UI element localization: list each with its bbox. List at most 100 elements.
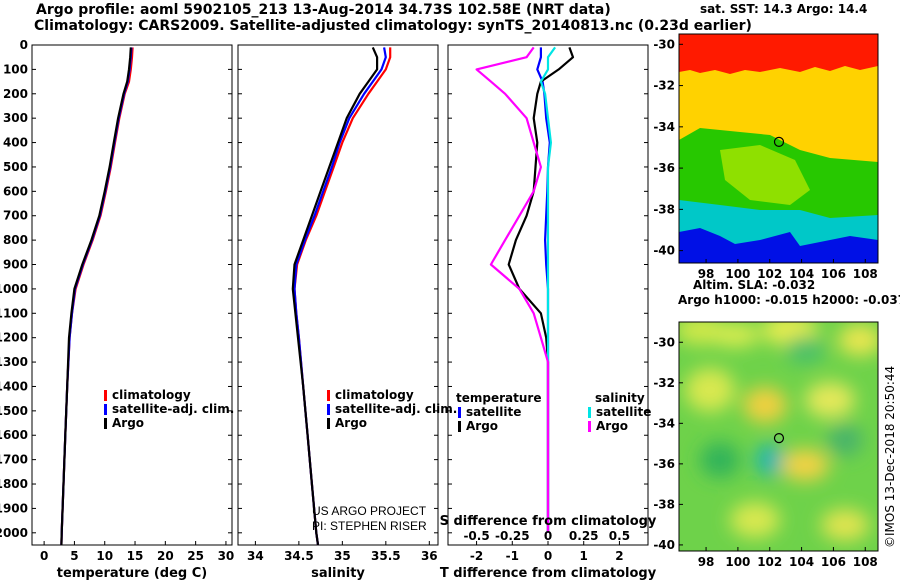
legend-swatch <box>327 390 330 401</box>
sst-map-frame <box>678 33 879 264</box>
depth-tick-label: 200 <box>3 87 28 101</box>
depth-tick-label: 100 <box>3 62 28 76</box>
series-line-satellite-adj-clim- <box>293 47 387 546</box>
depth-tick-label: 1900 <box>0 501 28 515</box>
lat-tick-label: -36 <box>653 457 675 471</box>
x-tick-label: 1 <box>580 549 588 563</box>
lat-tick-label: -34 <box>653 416 675 430</box>
lat-tick-label: -30 <box>653 37 675 51</box>
lon-tick-label: 108 <box>853 555 878 569</box>
x-tick-label: 20 <box>157 549 174 563</box>
x-tick-label: 34.5 <box>284 549 314 563</box>
legend-label: satellite <box>596 405 651 419</box>
legend-swatch <box>327 404 330 415</box>
lat-tick-label: -34 <box>653 120 675 134</box>
lon-tick-label: 108 <box>853 267 878 281</box>
lon-tick-label: 106 <box>821 555 846 569</box>
x-axis-label-difference: T difference from climatology <box>440 566 657 580</box>
legend-temperature-title: temperature <box>456 391 541 405</box>
legend-label: Argo <box>466 419 498 433</box>
chart-title: Argo profile: aoml 5902105_213 13-Aug-20… <box>36 2 611 18</box>
depth-tick-label: 1000 <box>0 282 28 296</box>
depth-tick-label: 600 <box>3 184 28 198</box>
lat-tick-label: -40 <box>653 244 675 258</box>
sst-map <box>679 34 878 263</box>
x-tick-label: 34 <box>247 549 264 563</box>
depth-tick-label: 1800 <box>0 477 28 491</box>
s-tick-label: 0.5 <box>609 529 630 543</box>
legend-swatch <box>458 421 461 432</box>
x-axis-label-salinity: salinity <box>311 566 365 580</box>
lon-tick-label: 100 <box>725 555 750 569</box>
series-line-satellite-adj-clim- <box>60 47 133 546</box>
sla-map-frame <box>678 321 879 552</box>
legend-swatch <box>104 404 107 415</box>
legend-swatch <box>588 407 591 418</box>
legend-label: climatology <box>335 388 414 402</box>
sla-map-subtitle: Argo h1000: -0.015 h2000: -0.037 <box>678 293 900 307</box>
depth-tick-label: 0 <box>20 38 28 52</box>
lon-tick-label: 102 <box>757 555 782 569</box>
argo-position-marker <box>773 136 785 147</box>
s-tick-label: 0 <box>544 529 552 543</box>
depth-tick-label: 1300 <box>0 355 28 369</box>
depth-tick-label: 1400 <box>0 379 28 393</box>
legend-label: satellite <box>466 405 521 419</box>
pi-watermark-1: US ARGO PROJECT <box>312 504 427 518</box>
series-line-s-argo <box>475 46 550 533</box>
x-axis-label-temperature: temperature (deg C) <box>57 566 207 580</box>
depth-tick-label: 1200 <box>0 331 28 345</box>
series-line-t-argo <box>507 47 575 533</box>
lon-tick-label: 100 <box>725 267 750 281</box>
lat-tick-label: -32 <box>653 376 675 390</box>
x-tick-label: 35.5 <box>371 549 401 563</box>
s-tick-label: 0.25 <box>569 529 599 543</box>
depth-tick-label: 800 <box>3 233 28 247</box>
panel-frame-temperature <box>31 44 233 546</box>
x-tick-label: -1 <box>506 549 519 563</box>
lat-tick-label: -36 <box>653 161 675 175</box>
legend-swatch <box>104 418 107 429</box>
legend-swatch <box>588 421 591 432</box>
x-tick-label: 36 <box>421 549 438 563</box>
depth-tick-label: 900 <box>3 258 28 272</box>
x-tick-label: 30 <box>218 549 235 563</box>
sst-map-title: sat. SST: 14.3 Argo: 14.4 <box>700 2 868 16</box>
lat-tick-label: -32 <box>653 79 675 93</box>
legend-label: satellite-adj. clim. <box>335 402 457 416</box>
series-line-argo <box>291 46 379 546</box>
legend-label: Argo <box>112 416 144 430</box>
lon-tick-label: 104 <box>789 555 814 569</box>
argo-position-marker <box>773 433 785 444</box>
s-tick-label: -0.25 <box>495 529 530 543</box>
chart-subtitle: Climatology: CARS2009. Satellite-adjuste… <box>34 18 752 34</box>
series-line-climatology <box>293 47 392 546</box>
x-tick-label: 15 <box>127 549 144 563</box>
depth-tick-label: 1700 <box>0 453 28 467</box>
panel-frame-salinity <box>237 44 439 546</box>
lon-tick-label: 98 <box>698 267 715 281</box>
lat-tick-label: -40 <box>653 538 675 552</box>
series-line-argo <box>60 47 132 546</box>
x-tick-label: 25 <box>187 549 204 563</box>
depth-tick-label: 1600 <box>0 428 28 442</box>
depth-tick-label: 1100 <box>0 306 28 320</box>
x-tick-label: 2 <box>615 549 623 563</box>
lon-tick-label: 104 <box>789 267 814 281</box>
depth-tick-label: 1500 <box>0 404 28 418</box>
depth-tick-label: 2000 <box>0 526 28 540</box>
lon-tick-label: 102 <box>757 267 782 281</box>
pi-watermark-2: PI: STEPHEN RISER <box>312 519 427 533</box>
series-line-climatology <box>60 47 134 546</box>
lat-tick-label: -30 <box>653 335 675 349</box>
depth-tick-label: 700 <box>3 209 28 223</box>
x-tick-label: 5 <box>70 549 78 563</box>
x-tick-label: -2 <box>470 549 483 563</box>
x-tick-label: 0 <box>40 549 48 563</box>
legend-label: Argo <box>596 419 628 433</box>
depth-tick-label: 400 <box>3 136 28 150</box>
lon-tick-label: 106 <box>821 267 846 281</box>
sla-map <box>679 322 878 551</box>
lon-tick-label: 98 <box>698 555 715 569</box>
